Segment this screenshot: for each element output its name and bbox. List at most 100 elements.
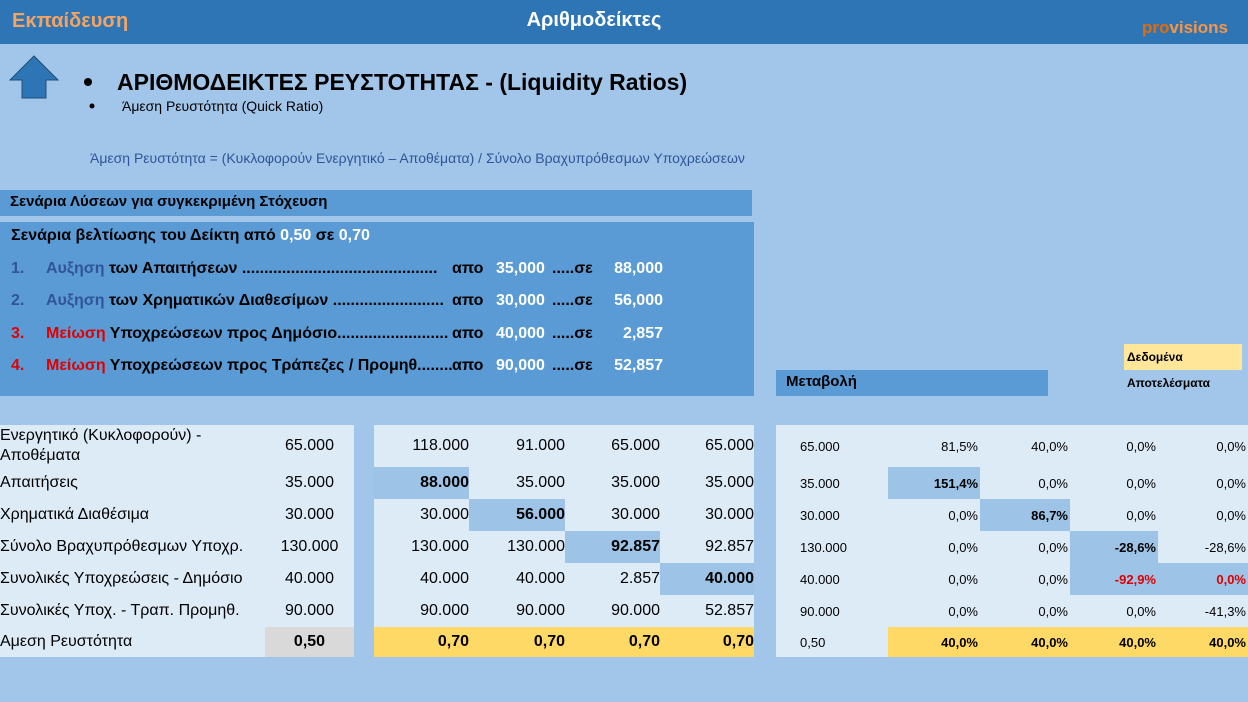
section-name: Εκπαίδευση: [12, 10, 129, 32]
scenario-value: 40.000: [516, 570, 565, 587]
scenario-value: 130.000: [411, 538, 469, 555]
scenario-value: 35.000: [516, 474, 565, 491]
scenario-value: 0,70: [374, 627, 469, 657]
scenario-from-word: απο: [452, 325, 484, 342]
change-value: 40,0%: [1158, 627, 1248, 657]
row-label: Συνολικές Υποχρεώσεις - Δημόσιο: [0, 570, 243, 587]
improvement-text: Σενάρια βελτίωσης του Δείκτη από: [11, 227, 276, 244]
up-arrow-icon[interactable]: [8, 55, 60, 99]
scenario-value: 91.000: [516, 437, 565, 454]
scenario-from-word: απο: [452, 260, 484, 277]
scenario-value: 30.000: [611, 506, 660, 523]
base-value: 65.000: [285, 437, 334, 454]
change-value: 0,0%: [1038, 475, 1068, 491]
scenario-to: 52,857: [614, 357, 663, 374]
row-label: Απαιτήσεις: [0, 474, 78, 491]
legend-given: Δεδομένα: [1127, 350, 1183, 364]
scenario-value: 2.857: [619, 570, 660, 587]
scenario-value: 56.000: [469, 499, 565, 531]
change-value: 0,0%: [1216, 475, 1246, 491]
change-value: 0,0%: [948, 507, 978, 523]
scenario-value: 130.000: [507, 538, 565, 555]
scenario-verb: Μείωση: [46, 325, 106, 342]
subheading: Άμεση Ρευστότητα (Quick Ratio): [122, 98, 324, 114]
scenario-text: Αυξηση των Απαιτήσεων ..................…: [46, 260, 486, 282]
scenario-value: 118.000: [412, 437, 469, 454]
scenario-verb: Μείωση: [46, 357, 106, 374]
change-value: 81,5%: [941, 438, 978, 454]
improvement-to: 0,70: [338, 227, 370, 244]
change-base: 40.000: [800, 571, 840, 587]
change-table-bg: [776, 425, 1248, 657]
scenario-to-word: .....σε: [552, 325, 593, 342]
scenario-to-word: .....σε: [552, 292, 593, 309]
change-value: 0,0%: [1038, 571, 1068, 587]
change-value: 0,0%: [1038, 539, 1068, 555]
change-value: 0,0%: [1216, 507, 1246, 523]
change-value: -41,3%: [1204, 603, 1246, 619]
legend-results: Αποτελέσματα: [1127, 376, 1210, 390]
scenario-value: 40.000: [420, 570, 469, 587]
scenario-from-word: απο: [452, 292, 484, 309]
scenario-value: 92.857: [565, 531, 660, 563]
change-value: 86,7%: [980, 499, 1070, 531]
change-value: 0,0%: [948, 539, 978, 555]
scenario-verb: Αυξηση: [46, 292, 105, 309]
scenario-value: 35.000: [705, 474, 754, 491]
scenario-value: 0,70: [565, 627, 660, 657]
change-base: 90.000: [800, 603, 840, 619]
scenario-number: 2.: [11, 292, 25, 309]
improvement-from: 0,50: [280, 227, 312, 244]
change-value: 0,0%: [948, 571, 978, 587]
scenario-number: 1.: [11, 260, 25, 277]
header-bar: [0, 0, 1248, 44]
scenario-value: 40.000: [660, 563, 754, 595]
scenario-value: 90.000: [420, 602, 469, 619]
base-value: 90.000: [285, 602, 334, 619]
scenario-value: 0,70: [660, 627, 754, 657]
change-value: -28,6%: [1204, 539, 1246, 555]
scenario-description: Υποχρεώσεων προς Τράπεζες / Προμηθ......…: [109, 357, 453, 374]
row-label: Αμεση Ρευστότητα: [0, 633, 133, 650]
base-value: 35.000: [285, 474, 334, 491]
legend-given-box: [1124, 344, 1242, 370]
scenarios-title-box: [0, 190, 752, 216]
scenario-from: 30,000: [496, 292, 545, 309]
bullet: [84, 78, 92, 86]
scenario-value: 88.000: [374, 467, 469, 499]
scenario-from: 90,000: [496, 357, 545, 374]
row-label: Ενεργητικό (Κυκλοφορούν) - Αποθέματα: [0, 427, 202, 464]
change-value: 151,4%: [888, 467, 980, 499]
scenario-verb: Αυξηση: [46, 260, 105, 277]
row-label: Χρηματικά Διαθέσιμα: [0, 506, 150, 523]
scenario-to-word: .....σε: [552, 260, 593, 277]
change-base: 0,50: [800, 634, 826, 650]
scenario-value: 65.000: [611, 437, 660, 454]
change-base: 30.000: [800, 507, 840, 523]
scenario-value: 35.000: [611, 474, 660, 491]
scenario-number: 4.: [11, 357, 25, 374]
scenario-to-word: .....σε: [552, 357, 593, 374]
change-value: 0,0%: [1158, 563, 1248, 595]
scenarios-title: Σενάρια Λύσεων για συγκεκριμένη Στόχευση: [10, 193, 328, 210]
scenario-value: 30.000: [420, 506, 469, 523]
change-value: -92,9%: [1070, 563, 1158, 595]
change-value: 40,0%: [1070, 627, 1158, 657]
logo-part: visions: [1169, 18, 1228, 37]
scenario-description: Υποχρεώσεων προς Δημόσιο................…: [109, 325, 449, 342]
scenario-to: 88,000: [614, 260, 663, 277]
bullet: [89, 103, 95, 109]
change-base: 65.000: [800, 438, 840, 454]
scenario-description: των Χρηματικών Διαθεσίμων ..............…: [108, 292, 444, 309]
logo-part: pro: [1142, 18, 1170, 37]
scenario-number: 3.: [11, 325, 25, 342]
heading: ΑΡΙΘΜΟΔΕΙΚΤΕΣ ΡΕΥΣΤΟΤΗΤΑΣ - (Liquidity R…: [117, 69, 688, 95]
change-value: 0,0%: [1038, 603, 1068, 619]
decorations: [8, 55, 95, 109]
slide-title: Αριθμοδείκτες: [526, 9, 662, 31]
change-value: 40,0%: [888, 627, 980, 657]
row-label: Συνολικές Υποχ. - Τραπ. Προμηθ.: [0, 602, 240, 619]
scenario-value: 0,70: [469, 627, 565, 657]
scenario-description: των Απαιτήσεων .........................…: [108, 260, 438, 277]
